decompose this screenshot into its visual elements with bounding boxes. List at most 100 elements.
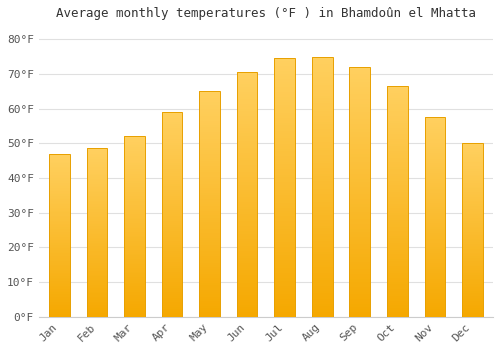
Bar <box>237 273 258 275</box>
Bar <box>424 135 445 137</box>
Bar <box>200 285 220 287</box>
Bar <box>200 262 220 265</box>
Bar <box>350 107 370 110</box>
Bar <box>200 132 220 134</box>
Bar <box>274 301 295 304</box>
Bar <box>462 157 482 159</box>
Bar <box>424 297 445 299</box>
Bar <box>49 289 70 291</box>
Bar <box>424 279 445 281</box>
Bar <box>312 273 332 275</box>
Bar <box>462 308 482 310</box>
Bar <box>274 167 295 169</box>
Bar <box>162 253 182 256</box>
Bar <box>237 290 258 292</box>
Bar <box>462 180 482 181</box>
Bar <box>237 212 258 214</box>
Bar <box>49 291 70 292</box>
Bar <box>462 289 482 291</box>
Bar <box>424 197 445 199</box>
Bar <box>124 192 145 194</box>
Bar <box>200 312 220 315</box>
Bar <box>162 145 182 147</box>
Bar <box>350 69 370 72</box>
Bar <box>124 295 145 297</box>
Bar <box>274 216 295 218</box>
Bar <box>86 250 108 251</box>
Bar <box>387 88 407 91</box>
Bar <box>387 257 407 259</box>
Bar <box>162 143 182 145</box>
Bar <box>462 260 482 261</box>
Bar <box>424 175 445 177</box>
Bar <box>312 124 332 127</box>
Bar <box>350 270 370 272</box>
Bar <box>49 172 70 173</box>
Bar <box>162 163 182 165</box>
Bar <box>237 75 258 77</box>
Bar <box>424 293 445 295</box>
Bar <box>312 283 332 286</box>
Bar <box>237 82 258 84</box>
Bar <box>350 139 370 142</box>
Bar <box>312 153 332 155</box>
Bar <box>124 312 145 313</box>
Bar <box>274 105 295 107</box>
Bar <box>124 203 145 205</box>
Bar <box>49 165 70 167</box>
Bar <box>312 228 332 231</box>
Bar <box>162 300 182 302</box>
Bar <box>200 254 220 256</box>
Bar <box>387 185 407 188</box>
Bar <box>274 234 295 237</box>
Bar <box>312 231 332 233</box>
Bar <box>462 185 482 187</box>
Bar <box>350 192 370 194</box>
Bar <box>462 155 482 157</box>
Bar <box>124 194 145 196</box>
Bar <box>49 268 70 270</box>
Bar <box>274 120 295 123</box>
Bar <box>124 136 145 138</box>
Bar <box>237 246 258 248</box>
Bar <box>124 261 145 262</box>
Bar <box>162 206 182 208</box>
Bar <box>424 287 445 289</box>
Bar <box>424 143 445 145</box>
Bar <box>312 80 332 83</box>
Bar <box>237 158 258 160</box>
Bar <box>162 309 182 311</box>
Bar <box>86 266 108 268</box>
Bar <box>124 223 145 225</box>
Bar <box>312 199 332 202</box>
Bar <box>49 263 70 265</box>
Bar <box>274 190 295 193</box>
Bar <box>162 128 182 131</box>
Bar <box>462 275 482 277</box>
Bar <box>49 212 70 214</box>
Bar <box>274 172 295 175</box>
Bar <box>200 152 220 154</box>
Bar <box>162 237 182 239</box>
Bar <box>462 171 482 173</box>
Bar <box>274 138 295 141</box>
Bar <box>49 157 70 159</box>
Bar <box>237 204 258 207</box>
Bar <box>462 197 482 199</box>
Bar <box>124 153 145 154</box>
Bar <box>274 201 295 203</box>
Bar <box>86 295 108 296</box>
Bar <box>274 136 295 138</box>
Bar <box>49 237 70 238</box>
Bar <box>274 82 295 84</box>
Bar <box>462 263 482 265</box>
Bar <box>387 208 407 211</box>
Bar <box>312 72 332 75</box>
Bar <box>424 235 445 237</box>
Bar <box>237 258 258 260</box>
Bar <box>350 82 370 84</box>
Bar <box>200 260 220 262</box>
Bar <box>350 119 370 122</box>
Bar <box>424 171 445 173</box>
Bar <box>237 180 258 182</box>
